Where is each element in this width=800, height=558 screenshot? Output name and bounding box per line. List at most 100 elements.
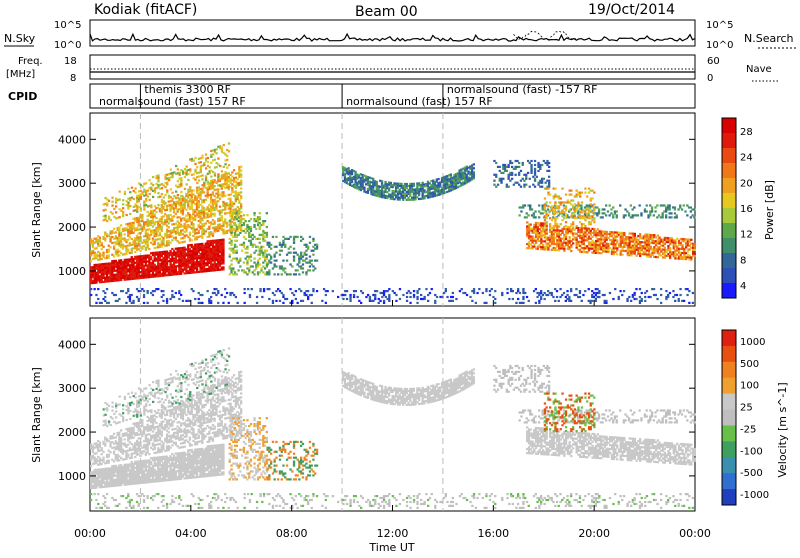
power-cell (586, 233, 588, 235)
power-cell (212, 179, 214, 181)
power-cell (234, 244, 236, 246)
power-cell (262, 262, 264, 264)
power-cell (614, 212, 616, 214)
power-cell (141, 214, 143, 216)
power-cell (118, 229, 120, 231)
power-cell (231, 187, 233, 189)
power-cell (570, 203, 572, 205)
power-cell (349, 298, 351, 300)
power-cell (347, 167, 349, 169)
power-cell (607, 251, 609, 253)
power-cell (203, 184, 205, 186)
power-cell (628, 212, 630, 214)
power-cell (102, 290, 104, 292)
power-cell (232, 248, 234, 250)
power-cell (441, 296, 443, 298)
power-cell (275, 290, 277, 292)
power-cell (529, 162, 531, 164)
power-cell (323, 288, 325, 290)
power-cell (250, 230, 252, 232)
power-cell (166, 209, 168, 211)
power-cell (187, 173, 189, 175)
power-cell (590, 230, 592, 232)
power-cell (576, 195, 578, 197)
power-cell (527, 214, 529, 216)
power-cell (297, 302, 299, 304)
power-cell (678, 240, 680, 242)
power-cell (266, 265, 268, 267)
power-cell (214, 159, 216, 161)
power-cell (233, 203, 235, 205)
power-cell (674, 212, 676, 214)
power-cell (239, 232, 241, 234)
power-cell (494, 298, 496, 300)
power-cell (314, 267, 316, 269)
power-cell (201, 155, 203, 157)
power-cell (520, 210, 522, 212)
power-cell (166, 191, 168, 193)
power-cell (469, 296, 471, 298)
power-cell (400, 183, 402, 185)
power-cell (289, 273, 291, 275)
power-cell (219, 185, 221, 187)
power-cell (603, 208, 605, 210)
power-cell (175, 292, 177, 294)
power-cell (120, 224, 122, 226)
power-cell (534, 164, 536, 166)
power-cell (541, 180, 543, 182)
power-cell (279, 254, 281, 256)
power-cell (201, 174, 203, 176)
power-cell (546, 229, 548, 231)
power-cell (694, 247, 696, 249)
power-cell (189, 186, 191, 188)
power-cell (606, 231, 608, 233)
power-cell (171, 220, 173, 222)
power-cell (365, 296, 367, 298)
power-cell (226, 292, 228, 294)
power-cell (565, 238, 567, 240)
power-cell (305, 271, 307, 273)
power-cell (646, 204, 648, 206)
power-cell (113, 255, 115, 257)
power-cell (251, 288, 253, 290)
power-cell (209, 172, 211, 174)
power-cell (495, 176, 497, 178)
power-cell (367, 294, 369, 296)
power-cell (187, 179, 189, 181)
power-cell (127, 249, 129, 251)
power-cell (240, 166, 242, 168)
power-cell (246, 260, 248, 262)
power-cell (501, 294, 503, 296)
power-cell (260, 250, 262, 252)
power-cell (203, 191, 205, 193)
power-cell (646, 210, 648, 212)
power-cell (152, 184, 154, 186)
nave-tick-top: 60 (707, 56, 720, 67)
power-cell (297, 254, 299, 256)
power-cell (554, 219, 556, 221)
power-cell (143, 208, 145, 210)
power-cell (259, 263, 261, 265)
power-cell (516, 160, 518, 162)
power-cell (588, 188, 590, 190)
power-cell (282, 269, 284, 271)
power-cell (544, 205, 546, 207)
power-cell (259, 258, 261, 260)
power-cell (530, 243, 532, 245)
power-cell (466, 294, 468, 296)
power-cell (579, 221, 581, 223)
power-cell (161, 218, 163, 220)
power-cell (189, 194, 191, 196)
power-cell (212, 191, 214, 193)
power-cell (436, 296, 438, 298)
power-cell (298, 262, 300, 264)
power-cell (215, 202, 217, 204)
power-cell (485, 288, 487, 290)
power-cell (245, 271, 247, 273)
power-cell (346, 298, 348, 300)
noise-left-tick-bottom: 10^0 (54, 40, 81, 51)
power-cell (136, 211, 138, 213)
power-cell (250, 240, 252, 242)
noise-sky-label: N.Sky (4, 32, 36, 45)
power-cell (629, 242, 631, 244)
